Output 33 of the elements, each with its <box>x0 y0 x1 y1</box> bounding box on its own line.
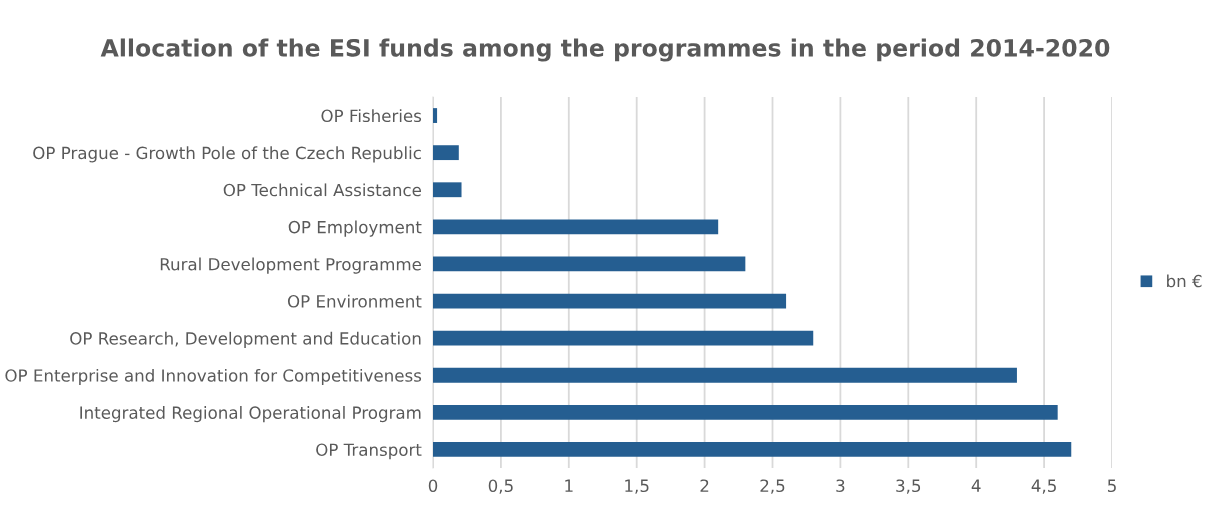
bar <box>433 256 746 272</box>
y-tick-label: OP Fisheries <box>321 109 422 123</box>
y-tick-label: OP Prague - Growth Pole of the Czech Republic <box>33 146 421 163</box>
y-tick-label: OP Transport <box>316 443 422 460</box>
bar <box>433 442 1072 457</box>
x-tick-label: 1 <box>565 479 573 492</box>
bar <box>433 404 1058 420</box>
x-tick-label: 0 <box>428 479 438 493</box>
bar <box>433 182 462 198</box>
y-tick-label: OP Research, Development and Education <box>70 331 421 348</box>
y-tick-label: OP Environment <box>287 294 422 308</box>
y-tick-label: OP Enterprise and Innovation for Competitiveness <box>5 368 422 386</box>
x-tick-label: 2,5 <box>760 479 785 494</box>
bar <box>433 219 719 235</box>
x-tick-label: 4,5 <box>1031 479 1056 494</box>
x-tick-label: 3 <box>836 479 845 493</box>
bar <box>433 108 438 123</box>
y-tick-label: Rural Development Programme <box>160 257 421 274</box>
x-tick-label: 0,5 <box>488 479 513 494</box>
y-tick-label: Integrated Regional Operational Program <box>80 406 421 423</box>
x-tick-label: 2 <box>700 479 709 492</box>
x-tick-label: 3,5 <box>896 479 921 494</box>
legend-label: bn € <box>1167 274 1202 288</box>
x-tick-label: 4 <box>971 479 981 492</box>
chart-title: Allocation of the ESI funds among the programmes in the period 2014-2020 <box>100 38 1110 62</box>
y-tick-label: OP Employment <box>288 220 422 237</box>
x-tick-label: 5 <box>1107 479 1116 493</box>
x-tick-label: 1,5 <box>625 479 649 494</box>
bar <box>433 367 1017 383</box>
y-tick-label: OP Technical Assistance <box>223 183 422 197</box>
bar <box>433 293 787 309</box>
bar <box>433 145 459 161</box>
bar <box>433 330 814 346</box>
